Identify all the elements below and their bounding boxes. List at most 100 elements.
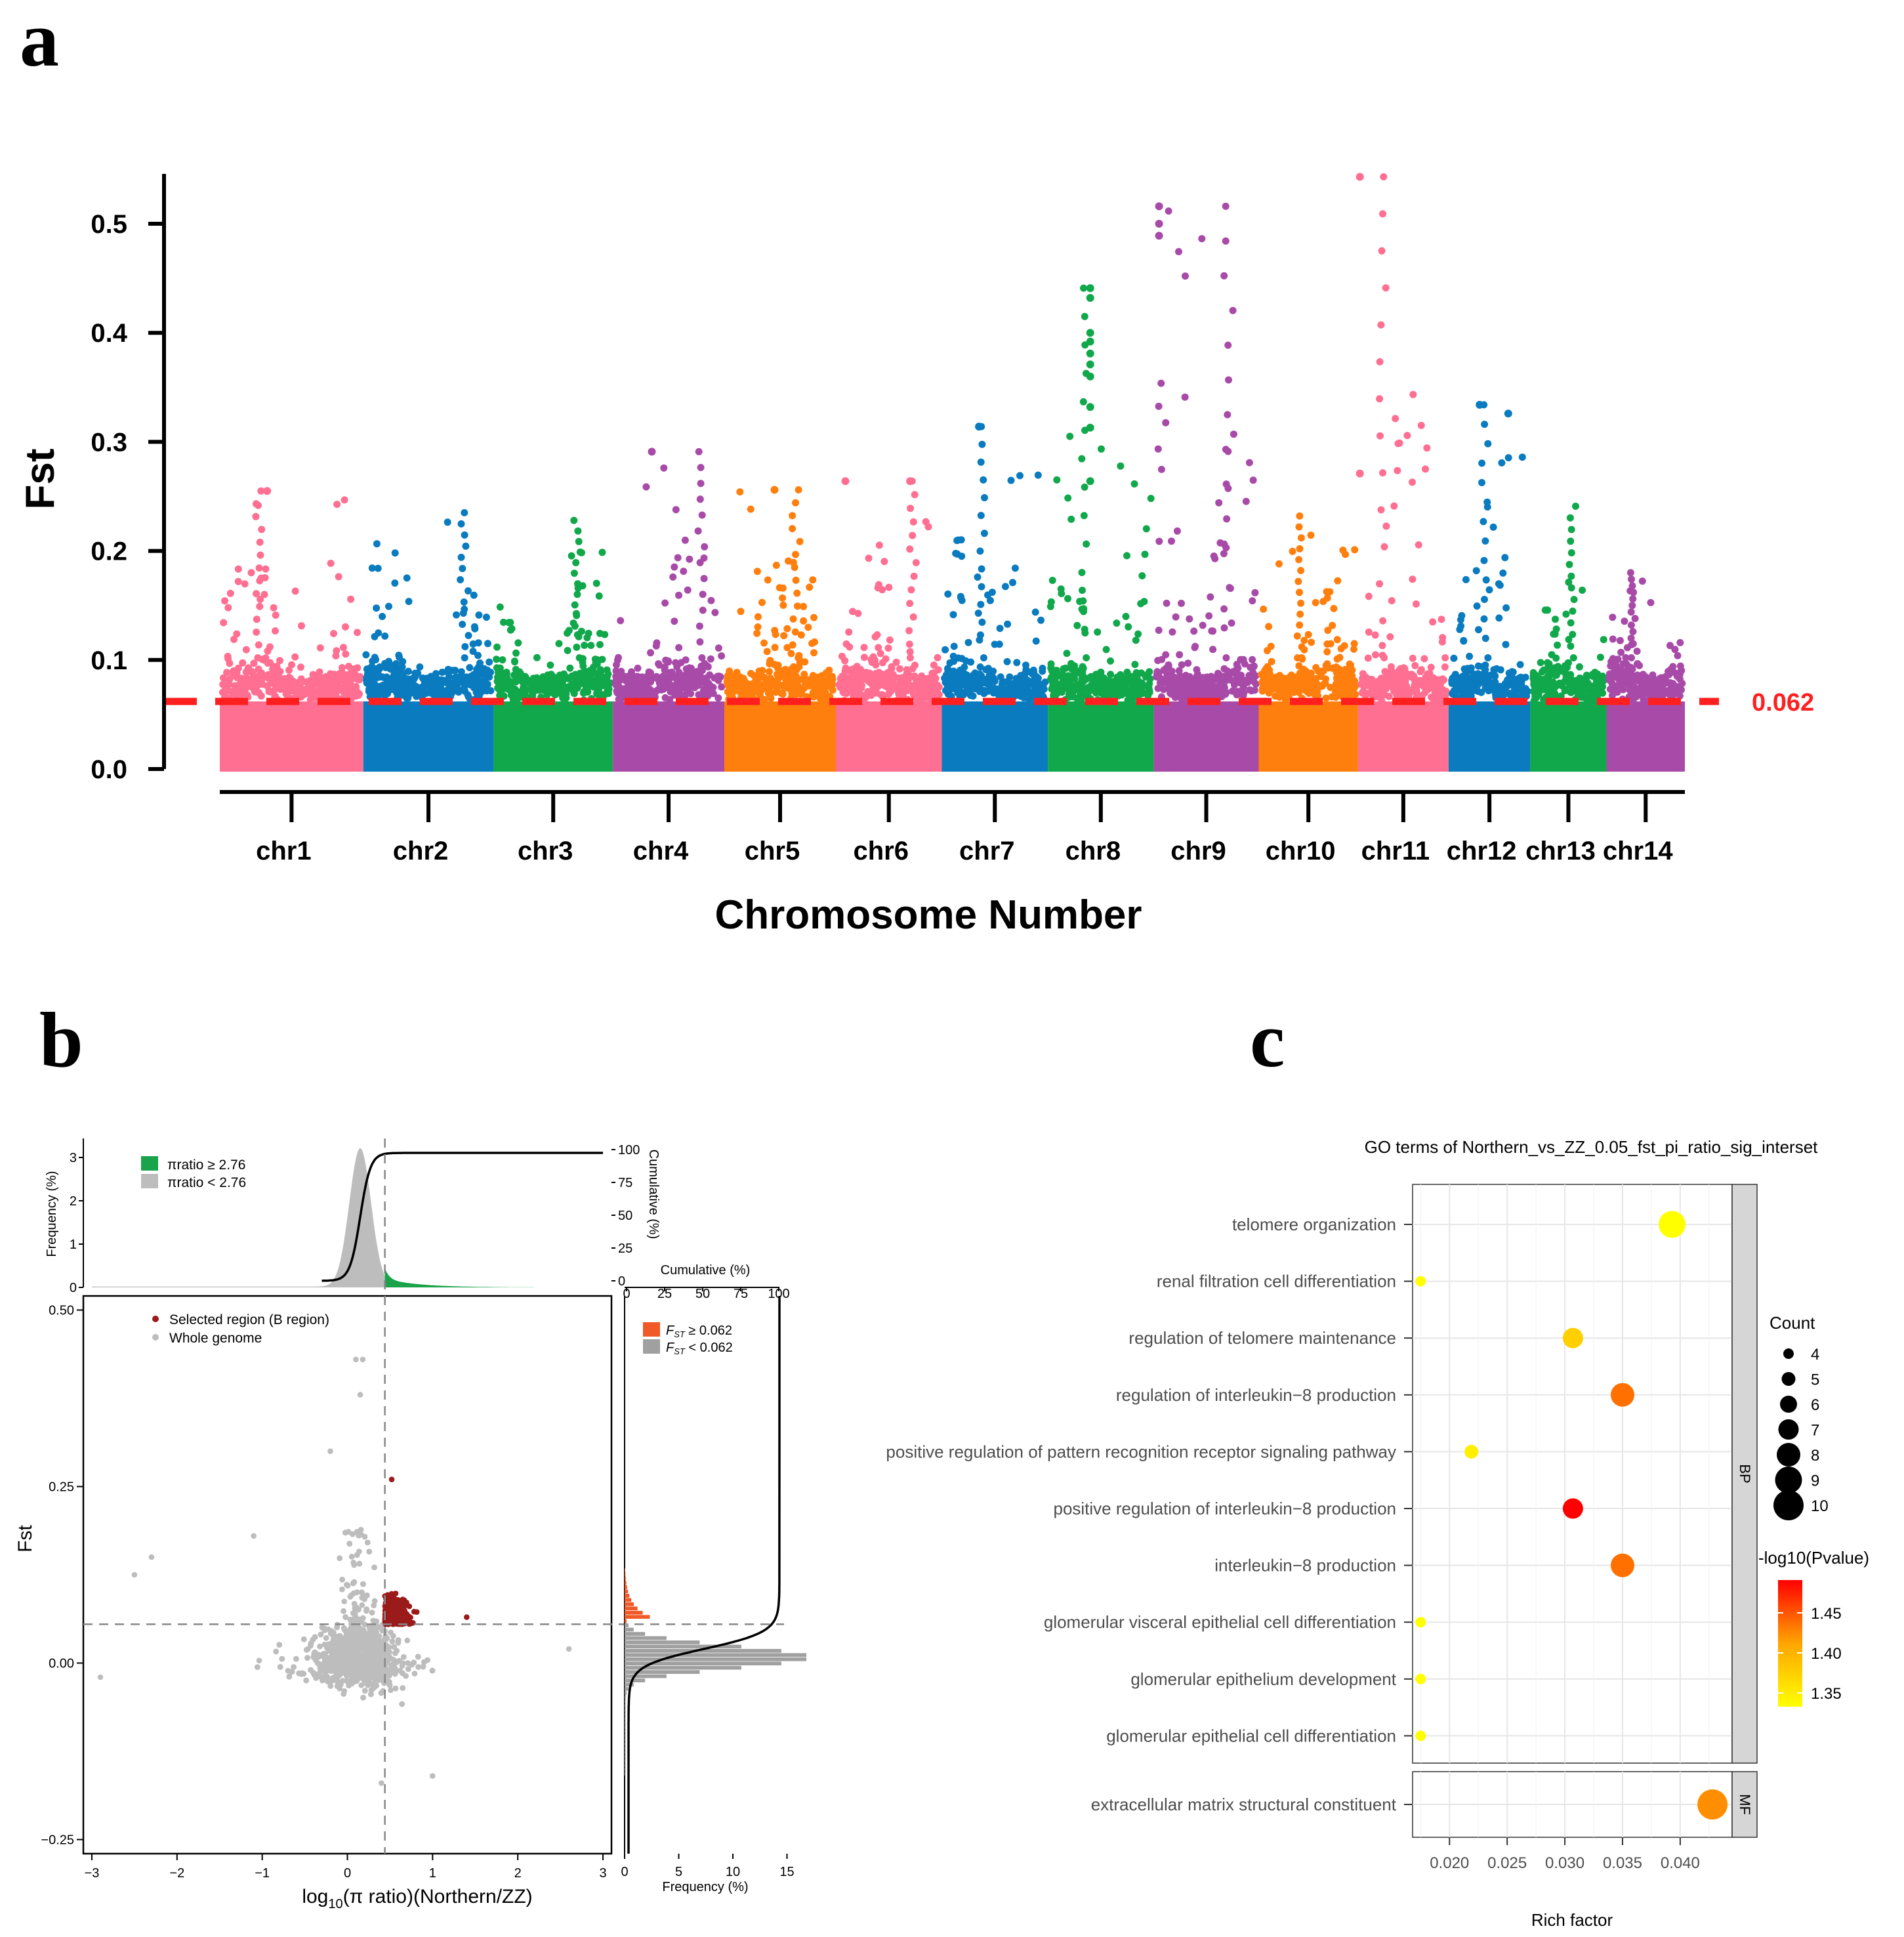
chr-peak-point	[1478, 459, 1486, 467]
chr-point	[672, 659, 680, 667]
x-tick-label-chr12: chr12	[1447, 837, 1517, 865]
chr-point	[704, 663, 712, 671]
chr-point	[1616, 676, 1624, 684]
chr-peak-point	[1631, 615, 1639, 623]
chr-point	[613, 689, 621, 697]
chr-point	[1545, 660, 1553, 668]
chr-peak-point	[1378, 247, 1386, 255]
chr-point	[1429, 618, 1437, 626]
chr-peak-point	[1379, 617, 1387, 625]
chr-point	[1458, 612, 1466, 619]
chr-point	[1460, 678, 1468, 686]
chr-point	[600, 673, 608, 681]
chr-point	[736, 688, 744, 696]
chr-point	[507, 626, 514, 634]
chr-point	[1323, 640, 1331, 648]
chr-point	[640, 682, 648, 690]
chr-point	[1371, 682, 1379, 690]
chr-point	[486, 658, 493, 666]
chr-point	[1441, 663, 1449, 671]
chr-point	[964, 638, 972, 646]
chr-point	[475, 611, 483, 619]
chr-point	[601, 631, 609, 638]
chr-point	[845, 628, 853, 636]
chr-point	[1092, 677, 1100, 684]
chr-point	[707, 596, 715, 604]
chr-peak-point	[1220, 550, 1228, 558]
chr-point	[1268, 657, 1275, 665]
chr-point	[1466, 652, 1474, 660]
chr-point	[347, 595, 355, 603]
chr-point	[1047, 598, 1055, 606]
chr-peak-point	[912, 559, 920, 566]
chr-peak-point	[1297, 567, 1305, 574]
chr-point	[918, 682, 926, 690]
chr-point	[1451, 681, 1459, 689]
chr-point	[1386, 633, 1394, 640]
chr-point	[840, 671, 848, 679]
chr-point	[1167, 689, 1174, 697]
outlier-point-chr8	[1086, 423, 1094, 432]
chr-peak-point	[907, 586, 915, 594]
chr-point	[1032, 637, 1040, 645]
chr-point	[352, 692, 360, 700]
chr-peak-point	[570, 570, 578, 577]
chr-point	[1094, 628, 1102, 636]
chr-point	[319, 682, 327, 690]
chr-point	[1295, 662, 1303, 670]
outlier-point-chr9	[1155, 202, 1163, 211]
chr-point	[997, 673, 1004, 681]
chr-peak-point	[1296, 621, 1304, 629]
chr-peak-point	[795, 654, 802, 661]
chr-peak-point	[1296, 512, 1304, 520]
chr-peak-point	[1222, 480, 1230, 488]
chr-point	[474, 652, 482, 659]
chr-point	[1626, 671, 1634, 678]
chr-point	[291, 587, 299, 595]
chr-point	[1075, 687, 1083, 695]
chr-point	[718, 652, 726, 660]
chr-peak-point	[573, 643, 581, 651]
chr-point	[985, 674, 993, 682]
chr-point	[342, 650, 350, 658]
chr-point	[331, 688, 339, 696]
chr-point	[665, 658, 673, 666]
chr-peak-point	[1078, 455, 1086, 463]
chr-peak-point	[796, 537, 804, 545]
chr-point	[298, 622, 305, 630]
chr-point	[257, 692, 265, 700]
chr-point	[1544, 606, 1552, 614]
chr-point	[1367, 690, 1375, 698]
chr-point	[333, 501, 341, 509]
chr-point	[272, 627, 279, 635]
chr-point	[667, 683, 674, 691]
chr-point	[1399, 664, 1407, 672]
chr-point	[879, 692, 887, 699]
chr-point	[1003, 657, 1011, 665]
chr-point	[1575, 663, 1583, 671]
chr-point	[1275, 560, 1283, 568]
outlier-point-chr12	[1476, 400, 1484, 409]
chr-peak-point	[465, 587, 472, 594]
chr-peak-point	[977, 458, 985, 466]
chr-point	[1676, 638, 1684, 646]
chr-point	[879, 659, 886, 667]
chr-point	[1182, 272, 1189, 280]
chr-point	[1098, 445, 1105, 453]
chr-peak-point	[791, 564, 798, 572]
chr-points-chr14	[1605, 569, 1686, 772]
chr-point	[1409, 654, 1417, 662]
chr-point	[1176, 651, 1184, 659]
chr-point	[1175, 248, 1182, 255]
chr-point	[1229, 687, 1236, 695]
chr-peak-point	[1481, 537, 1489, 545]
chr-point	[224, 679, 232, 687]
chr-point	[764, 576, 772, 584]
chr-point	[1609, 614, 1617, 621]
chr-peak-point	[1296, 589, 1303, 596]
chr-point	[800, 602, 807, 610]
chr-point	[1199, 684, 1207, 692]
chr-point	[944, 590, 952, 598]
chr-point	[996, 625, 1004, 633]
